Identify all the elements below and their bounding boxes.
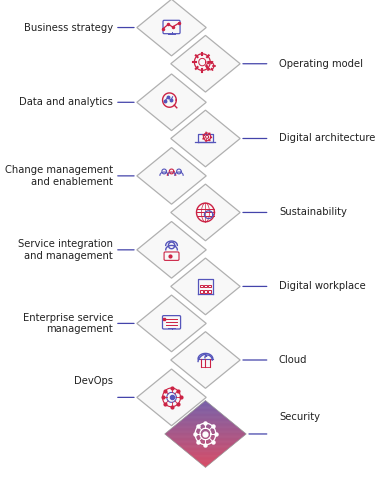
Polygon shape xyxy=(205,400,206,401)
Polygon shape xyxy=(169,430,242,431)
Polygon shape xyxy=(184,418,227,419)
Text: Operating model: Operating model xyxy=(279,59,363,69)
Bar xyxy=(208,290,211,293)
Text: Security: Security xyxy=(279,412,320,422)
Bar xyxy=(199,285,202,287)
Polygon shape xyxy=(137,147,206,204)
Polygon shape xyxy=(198,461,213,462)
Polygon shape xyxy=(187,415,224,416)
Text: Enterprise service
management: Enterprise service management xyxy=(23,312,113,334)
Polygon shape xyxy=(173,441,238,442)
Polygon shape xyxy=(166,435,245,436)
Polygon shape xyxy=(170,438,241,439)
Polygon shape xyxy=(198,406,213,407)
Polygon shape xyxy=(201,403,210,404)
Polygon shape xyxy=(176,443,235,444)
Polygon shape xyxy=(172,440,239,441)
Polygon shape xyxy=(171,439,240,440)
Text: Business strategy: Business strategy xyxy=(24,23,113,33)
Polygon shape xyxy=(188,414,223,415)
Polygon shape xyxy=(197,407,214,408)
Polygon shape xyxy=(195,459,216,460)
Text: Change management
and enablement: Change management and enablement xyxy=(5,165,113,187)
Polygon shape xyxy=(167,436,244,437)
Polygon shape xyxy=(186,416,225,417)
Polygon shape xyxy=(137,369,206,426)
Polygon shape xyxy=(176,424,235,425)
Polygon shape xyxy=(190,455,221,456)
Polygon shape xyxy=(184,417,227,418)
Polygon shape xyxy=(193,457,218,458)
Polygon shape xyxy=(180,446,231,447)
Text: Digital architecture: Digital architecture xyxy=(279,133,375,144)
Polygon shape xyxy=(174,442,237,443)
Polygon shape xyxy=(166,432,245,433)
Polygon shape xyxy=(204,466,207,467)
Polygon shape xyxy=(171,36,240,92)
Bar xyxy=(204,285,207,287)
Polygon shape xyxy=(180,420,231,421)
Polygon shape xyxy=(181,447,230,448)
Polygon shape xyxy=(189,454,222,455)
Polygon shape xyxy=(192,456,219,457)
Polygon shape xyxy=(183,449,228,450)
Polygon shape xyxy=(182,448,228,449)
Polygon shape xyxy=(179,445,232,446)
Polygon shape xyxy=(171,258,240,315)
Polygon shape xyxy=(199,405,211,406)
Text: Cloud: Cloud xyxy=(279,355,308,365)
Text: Data and analytics: Data and analytics xyxy=(19,97,113,108)
Polygon shape xyxy=(178,444,233,445)
Polygon shape xyxy=(189,413,222,414)
Polygon shape xyxy=(175,425,236,426)
Polygon shape xyxy=(201,404,210,405)
Polygon shape xyxy=(192,411,219,412)
Polygon shape xyxy=(182,419,228,420)
Polygon shape xyxy=(186,451,225,452)
Bar xyxy=(204,290,207,293)
Polygon shape xyxy=(187,452,224,453)
Text: DevOps: DevOps xyxy=(74,376,113,386)
Text: Sustainability: Sustainability xyxy=(279,207,347,217)
Polygon shape xyxy=(166,434,245,435)
Polygon shape xyxy=(194,409,217,410)
Text: Service integration
and management: Service integration and management xyxy=(18,239,113,261)
Polygon shape xyxy=(195,408,216,409)
Polygon shape xyxy=(165,433,246,434)
Polygon shape xyxy=(203,402,208,403)
Polygon shape xyxy=(193,410,218,411)
Polygon shape xyxy=(199,462,211,463)
Polygon shape xyxy=(197,460,214,461)
Polygon shape xyxy=(188,453,223,454)
Polygon shape xyxy=(180,421,231,422)
Polygon shape xyxy=(137,221,206,278)
Polygon shape xyxy=(170,429,241,430)
Polygon shape xyxy=(173,426,238,427)
Polygon shape xyxy=(137,0,206,56)
Polygon shape xyxy=(205,467,206,468)
Polygon shape xyxy=(169,437,242,438)
Polygon shape xyxy=(204,401,207,402)
Polygon shape xyxy=(171,184,240,241)
Polygon shape xyxy=(171,332,240,388)
Text: Digital workplace: Digital workplace xyxy=(279,281,366,291)
Polygon shape xyxy=(172,427,239,428)
Polygon shape xyxy=(200,463,211,464)
Bar xyxy=(208,285,211,287)
Polygon shape xyxy=(184,450,227,451)
Polygon shape xyxy=(201,464,210,465)
Bar xyxy=(199,290,202,293)
Polygon shape xyxy=(195,458,216,459)
Polygon shape xyxy=(171,110,240,167)
Polygon shape xyxy=(203,465,208,466)
Polygon shape xyxy=(190,412,221,413)
Polygon shape xyxy=(171,428,240,429)
Polygon shape xyxy=(177,423,234,424)
Polygon shape xyxy=(137,295,206,352)
Polygon shape xyxy=(167,431,244,432)
Polygon shape xyxy=(178,422,233,423)
Polygon shape xyxy=(137,74,206,131)
